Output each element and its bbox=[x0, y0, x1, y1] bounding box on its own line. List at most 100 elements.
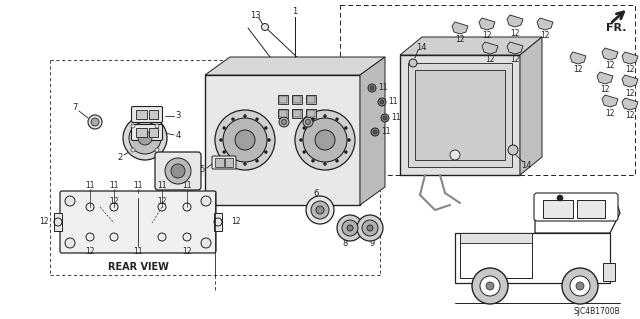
Circle shape bbox=[342, 220, 358, 236]
Bar bbox=[460, 233, 532, 278]
Bar bbox=[307, 96, 315, 103]
Text: 10: 10 bbox=[180, 179, 190, 188]
Circle shape bbox=[303, 151, 306, 153]
Circle shape bbox=[486, 282, 494, 290]
Text: 12: 12 bbox=[85, 247, 95, 256]
Bar bbox=[415, 70, 505, 160]
Bar bbox=[460, 233, 532, 243]
Circle shape bbox=[295, 110, 355, 170]
Bar bbox=[215, 158, 224, 167]
Polygon shape bbox=[455, 233, 610, 283]
Text: 11: 11 bbox=[388, 98, 397, 107]
Polygon shape bbox=[400, 37, 542, 55]
Bar bbox=[408, 63, 512, 167]
Polygon shape bbox=[507, 15, 523, 27]
Text: 11: 11 bbox=[133, 181, 143, 189]
Text: 12: 12 bbox=[455, 35, 465, 44]
Text: 11: 11 bbox=[391, 114, 401, 122]
Bar bbox=[149, 128, 158, 137]
Bar bbox=[136, 128, 147, 137]
Polygon shape bbox=[622, 75, 638, 87]
Circle shape bbox=[381, 114, 389, 122]
Circle shape bbox=[91, 118, 99, 126]
Text: 3: 3 bbox=[175, 110, 180, 120]
Polygon shape bbox=[205, 57, 385, 75]
Circle shape bbox=[279, 117, 289, 127]
Circle shape bbox=[323, 162, 326, 166]
Polygon shape bbox=[482, 42, 498, 54]
Bar bbox=[400, 55, 520, 175]
Bar bbox=[136, 110, 147, 119]
Circle shape bbox=[367, 225, 373, 231]
Circle shape bbox=[306, 196, 334, 224]
Bar bbox=[279, 96, 287, 103]
Text: 14: 14 bbox=[416, 42, 426, 51]
Circle shape bbox=[303, 117, 313, 127]
Bar bbox=[577, 200, 605, 218]
Circle shape bbox=[311, 201, 329, 219]
Circle shape bbox=[243, 115, 246, 117]
Bar bbox=[214, 213, 222, 231]
Text: 9: 9 bbox=[369, 239, 374, 248]
FancyBboxPatch shape bbox=[534, 193, 618, 221]
Circle shape bbox=[282, 120, 287, 124]
Text: REAR VIEW: REAR VIEW bbox=[108, 262, 168, 272]
Circle shape bbox=[348, 138, 351, 142]
Polygon shape bbox=[520, 37, 542, 175]
Circle shape bbox=[315, 130, 335, 150]
Text: 12: 12 bbox=[510, 28, 520, 38]
Circle shape bbox=[312, 118, 314, 121]
Circle shape bbox=[371, 128, 379, 136]
Text: 12: 12 bbox=[231, 218, 241, 226]
Polygon shape bbox=[622, 98, 638, 110]
Polygon shape bbox=[622, 52, 638, 64]
Text: 14: 14 bbox=[521, 160, 531, 169]
Text: 12: 12 bbox=[540, 32, 550, 41]
Circle shape bbox=[357, 215, 383, 241]
Circle shape bbox=[262, 24, 269, 31]
Circle shape bbox=[344, 127, 348, 130]
Text: SJC4B1700B: SJC4B1700B bbox=[573, 308, 620, 316]
Text: 11: 11 bbox=[157, 181, 167, 189]
Circle shape bbox=[305, 120, 310, 124]
Circle shape bbox=[123, 116, 167, 160]
Circle shape bbox=[373, 130, 377, 134]
Circle shape bbox=[155, 124, 159, 128]
Circle shape bbox=[155, 148, 159, 152]
Circle shape bbox=[220, 138, 223, 142]
Text: 11: 11 bbox=[109, 181, 119, 189]
Polygon shape bbox=[602, 48, 618, 60]
Text: 1: 1 bbox=[292, 8, 298, 17]
Circle shape bbox=[232, 118, 234, 121]
Text: FR.: FR. bbox=[605, 23, 627, 33]
Circle shape bbox=[65, 238, 75, 248]
Text: 12: 12 bbox=[510, 56, 520, 64]
Circle shape bbox=[255, 118, 259, 121]
Polygon shape bbox=[479, 18, 495, 30]
Bar bbox=[225, 158, 233, 167]
Circle shape bbox=[472, 268, 508, 304]
Circle shape bbox=[323, 115, 326, 117]
Circle shape bbox=[232, 159, 234, 162]
Circle shape bbox=[255, 159, 259, 162]
Text: 12: 12 bbox=[39, 218, 49, 226]
Bar bbox=[54, 213, 62, 231]
Text: 7: 7 bbox=[72, 103, 77, 113]
Circle shape bbox=[223, 127, 226, 130]
Bar bbox=[278, 109, 288, 118]
Circle shape bbox=[508, 145, 518, 155]
Circle shape bbox=[450, 150, 460, 160]
Circle shape bbox=[171, 164, 185, 178]
FancyBboxPatch shape bbox=[155, 152, 201, 190]
Circle shape bbox=[344, 151, 348, 153]
Circle shape bbox=[316, 206, 324, 214]
Circle shape bbox=[480, 276, 500, 296]
Text: 2: 2 bbox=[117, 153, 123, 162]
FancyBboxPatch shape bbox=[212, 156, 236, 169]
Text: 6: 6 bbox=[314, 189, 319, 197]
Circle shape bbox=[570, 276, 590, 296]
Circle shape bbox=[557, 195, 563, 201]
Bar bbox=[278, 95, 288, 104]
Bar bbox=[603, 263, 615, 281]
Circle shape bbox=[303, 118, 347, 162]
